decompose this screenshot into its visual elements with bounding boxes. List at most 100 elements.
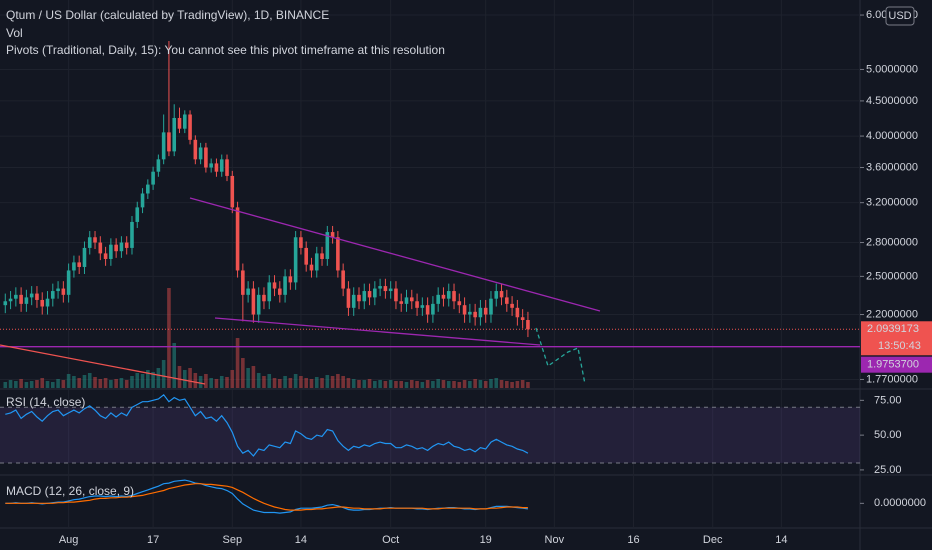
projection <box>535 327 586 385</box>
x-tick-label: Nov <box>545 534 565 546</box>
volume-bar <box>61 380 66 388</box>
candle-body <box>420 305 425 308</box>
volume-bar <box>304 378 309 388</box>
volume-bar <box>383 381 388 388</box>
candle-body <box>373 288 377 298</box>
candle-body <box>299 237 303 248</box>
volume-bar <box>193 373 198 388</box>
volume-bar <box>135 373 140 388</box>
candle-body <box>182 114 187 129</box>
candle-body <box>515 307 520 318</box>
volume-bar <box>441 380 446 388</box>
candle-body <box>499 291 504 298</box>
candle-body <box>72 262 76 271</box>
candle-body <box>35 293 39 300</box>
y-tick-label: 0.0000000 <box>874 497 926 509</box>
y-tick-label: 4.0000000 <box>866 130 918 142</box>
candle-body <box>452 291 456 302</box>
candle-body <box>483 307 488 315</box>
candle-body <box>378 286 382 289</box>
candle-body <box>494 291 499 299</box>
volume-bar <box>241 358 245 388</box>
candle-body <box>198 147 203 160</box>
volume-bar <box>177 366 182 388</box>
volume-bar <box>309 379 314 388</box>
candle-body <box>314 253 319 271</box>
candle-body <box>219 159 224 172</box>
candle-body <box>399 301 404 304</box>
candle-body <box>404 297 409 304</box>
volume-bar <box>103 378 108 388</box>
candle-body <box>114 244 118 252</box>
volume-bar <box>182 370 187 388</box>
volume-bar <box>489 379 493 388</box>
candle-body <box>441 294 446 299</box>
volume-bar <box>357 380 361 388</box>
volume-bar <box>272 378 277 388</box>
volume-bar <box>499 380 504 388</box>
candle-body <box>341 270 345 289</box>
x-tick-label: 14 <box>775 534 787 546</box>
volume-bar <box>415 381 419 388</box>
volume-bar <box>431 381 435 388</box>
volume-bar <box>56 379 60 388</box>
volume-bar <box>510 382 514 388</box>
candle-body <box>346 288 351 308</box>
volume-bar <box>87 373 92 388</box>
horizontal-line-label: 1.9753700 <box>867 359 919 371</box>
volume-bar <box>45 381 50 388</box>
currency-label: USD <box>888 10 911 22</box>
candle-body <box>40 299 45 307</box>
rsi-band <box>0 407 860 463</box>
candle-body <box>362 291 367 302</box>
candle-body <box>161 132 166 160</box>
volume-bar <box>256 373 261 388</box>
volume-bar <box>483 381 488 388</box>
candle-body <box>167 132 171 152</box>
volume-bar <box>151 372 155 388</box>
volume-bar <box>119 378 124 388</box>
volume-bar <box>251 366 256 388</box>
candle-body <box>124 242 129 248</box>
candle-body <box>330 232 335 238</box>
x-tick-label: 14 <box>295 534 307 546</box>
volume-bar <box>462 380 467 388</box>
candle-body <box>93 237 97 243</box>
volume-bar <box>109 380 113 388</box>
y-tick-label: 3.6000000 <box>866 161 918 173</box>
last-price-label: 2.0939173 <box>867 323 919 335</box>
y-tick-label: 3.2000000 <box>866 197 918 209</box>
volume-bar <box>124 380 129 388</box>
candle-body <box>214 163 219 172</box>
y-tick-label: 2.2000000 <box>866 308 918 320</box>
x-tick-label: Aug <box>59 534 79 546</box>
candle-body <box>357 294 361 302</box>
candle-body <box>520 317 525 321</box>
candle-body <box>367 291 372 298</box>
indicator-line <box>5 393 529 457</box>
candle-body <box>151 171 155 185</box>
volume-bar <box>409 380 414 388</box>
volume-bar <box>8 380 13 388</box>
chart-title: Qtum / US Dollar (calculated by TradingV… <box>6 8 329 22</box>
volume-bar <box>299 376 303 388</box>
candle-body <box>135 207 140 222</box>
candle-body <box>209 163 213 168</box>
candle-body <box>325 232 330 259</box>
volume-bar <box>140 374 145 388</box>
candle-body <box>409 297 414 302</box>
volume-bar <box>494 378 499 388</box>
volume-bar <box>246 368 250 388</box>
candle-body <box>193 139 198 160</box>
candle-body <box>140 193 145 208</box>
volume-bar <box>314 377 319 388</box>
candle-body <box>489 298 493 315</box>
volume-bar <box>388 380 393 388</box>
candle-body <box>66 270 71 295</box>
trendline <box>189 197 601 312</box>
volume-bar <box>35 380 39 388</box>
currency-badge <box>885 6 915 26</box>
candle-body <box>262 294 266 302</box>
candle-body <box>177 117 182 129</box>
